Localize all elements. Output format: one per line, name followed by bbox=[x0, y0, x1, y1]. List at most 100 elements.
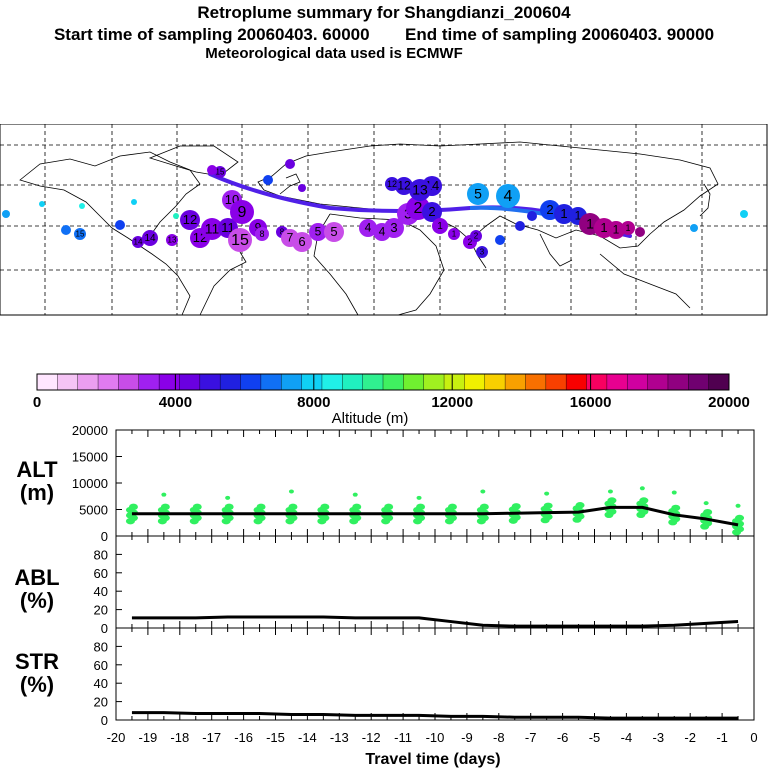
x-tick-label: -2 bbox=[684, 730, 696, 745]
plume-dot bbox=[132, 236, 144, 248]
plume-dot bbox=[228, 228, 252, 252]
plume-dot bbox=[79, 203, 85, 209]
plume-dot bbox=[285, 159, 295, 169]
plume-dot-label: 9 bbox=[255, 221, 262, 235]
plume-dot bbox=[635, 227, 645, 237]
alt-particle-dot bbox=[416, 503, 426, 511]
plume-dot bbox=[496, 184, 520, 208]
plume-dot-label: 1 bbox=[560, 206, 567, 221]
plume-dot bbox=[385, 177, 399, 191]
colorbar-swatch bbox=[77, 374, 99, 390]
sampling-times: Start time of sampling 20060403. 60000 E… bbox=[0, 25, 768, 45]
plume-dot-label: 3 bbox=[390, 220, 397, 235]
x-tick-label: -12 bbox=[362, 730, 381, 745]
timeseries-charts: 0 5000 10000 15000 20000 0 20 40 60 80 0 20 40 60 80 -2… bbox=[72, 423, 758, 768]
colorbar-swatch bbox=[159, 374, 180, 390]
alt-particle-dot bbox=[543, 502, 553, 509]
plume-dot-label: 12 bbox=[387, 179, 397, 189]
y-tick-label: 20 bbox=[94, 603, 108, 618]
plume-dot-label: 15 bbox=[231, 232, 249, 249]
x-tick-label: -17 bbox=[202, 730, 221, 745]
retroplume-map: 1514141312121111101599887655443322112231… bbox=[0, 124, 768, 316]
x-tick-label: -13 bbox=[330, 730, 349, 745]
alt-particle-dot bbox=[575, 502, 585, 509]
plume-dot bbox=[515, 221, 525, 231]
y-tick-label: 10000 bbox=[72, 476, 108, 491]
x-tick-label: -15 bbox=[266, 730, 285, 745]
plume-dot bbox=[359, 219, 377, 237]
alt-plot-frame bbox=[115, 429, 755, 537]
plume-dot-label: 4 bbox=[365, 221, 372, 235]
plume-dot-label: 3 bbox=[480, 247, 485, 256]
plume-dot bbox=[263, 175, 273, 185]
colorbar-swatch bbox=[281, 374, 303, 390]
alt-label-line1: ALT bbox=[16, 457, 58, 482]
alt-particle-dot bbox=[256, 503, 266, 511]
x-tick-label: -3 bbox=[653, 730, 665, 745]
alt-particle-dot bbox=[735, 514, 745, 522]
alt-particle-dot bbox=[671, 504, 681, 512]
colorbar-swatch bbox=[301, 374, 323, 390]
plume-dot bbox=[214, 166, 226, 178]
plume-dot-label: 2 bbox=[428, 204, 435, 219]
plume-dot-label: 4 bbox=[504, 188, 513, 205]
plume-dot bbox=[298, 184, 306, 192]
plume-dot bbox=[607, 221, 625, 239]
alt-particle-dot bbox=[160, 503, 170, 511]
x-tick-label: -14 bbox=[298, 730, 317, 745]
colorbar-swatch bbox=[98, 374, 119, 390]
colorbar-tick-label: 16000 bbox=[570, 394, 612, 411]
plume-dot bbox=[230, 200, 254, 224]
abl-plot-frame bbox=[115, 535, 755, 629]
x-tick-label: 0 bbox=[750, 730, 757, 745]
colorbar-swatch bbox=[118, 374, 140, 390]
plume-dot bbox=[131, 199, 137, 205]
x-tick-label: -11 bbox=[394, 730, 412, 745]
x-tick-label: -16 bbox=[234, 730, 253, 745]
colorbar-swatch bbox=[220, 374, 242, 390]
plume-dot-label: 6 bbox=[298, 234, 305, 249]
x-tick-label: -18 bbox=[170, 730, 189, 745]
plume-dot-label: 2 bbox=[414, 200, 423, 217]
colorbar-swatches bbox=[37, 374, 730, 390]
colorbar-swatch bbox=[423, 374, 445, 390]
plume-dot-label: 1 bbox=[452, 229, 457, 238]
y-tick-label: 60 bbox=[94, 658, 108, 673]
colorbar-swatch bbox=[362, 374, 384, 390]
x-tick-label: -9 bbox=[461, 730, 473, 745]
plume-dot-label: 15 bbox=[216, 167, 225, 176]
abl-panel: 0 20 40 60 80 bbox=[94, 535, 755, 636]
alt-particle-dot bbox=[447, 503, 457, 511]
colorbar-swatch bbox=[179, 374, 201, 390]
alt-particle-dot bbox=[352, 492, 358, 497]
x-tick-label: -7 bbox=[525, 730, 537, 745]
y-tick-label: 40 bbox=[94, 676, 108, 691]
plume-dot-label: 5 bbox=[474, 185, 482, 201]
x-tick-label: -4 bbox=[621, 730, 633, 745]
alt-particle-dot bbox=[320, 503, 330, 511]
plume-dot bbox=[432, 218, 448, 234]
alt-particle-dot bbox=[352, 503, 362, 511]
alt-panel-label: ALT (m) bbox=[10, 458, 64, 504]
alt-series-line bbox=[131, 505, 739, 527]
plume-dot-label: 9 bbox=[238, 204, 247, 221]
alt-particle-dot bbox=[639, 486, 645, 491]
plume-dot-label: 7 bbox=[287, 231, 294, 245]
alt-particle-dot bbox=[161, 492, 167, 497]
altitude-colorbar: 0 4000 8000 12000 16000 20000 Altitude (m) bbox=[33, 373, 750, 427]
colorbar-tick-label: 0 bbox=[33, 394, 41, 411]
alt-particle-dot bbox=[671, 490, 677, 495]
str-label-line2: (%) bbox=[19, 672, 55, 697]
alt-label-line2: (m) bbox=[19, 480, 55, 505]
plume-dot-label: 11 bbox=[205, 220, 220, 236]
plume-dot-label: 2 bbox=[467, 237, 472, 247]
y-tick-label: 60 bbox=[94, 566, 108, 581]
alt-particle-dot bbox=[703, 501, 709, 506]
colorbar-swatch bbox=[199, 374, 221, 390]
plume-dot bbox=[384, 218, 404, 238]
plume-dot bbox=[2, 210, 10, 218]
alt-particle-dot bbox=[288, 503, 298, 511]
plume-dot bbox=[255, 227, 269, 241]
x-tick-label: -6 bbox=[557, 730, 569, 745]
